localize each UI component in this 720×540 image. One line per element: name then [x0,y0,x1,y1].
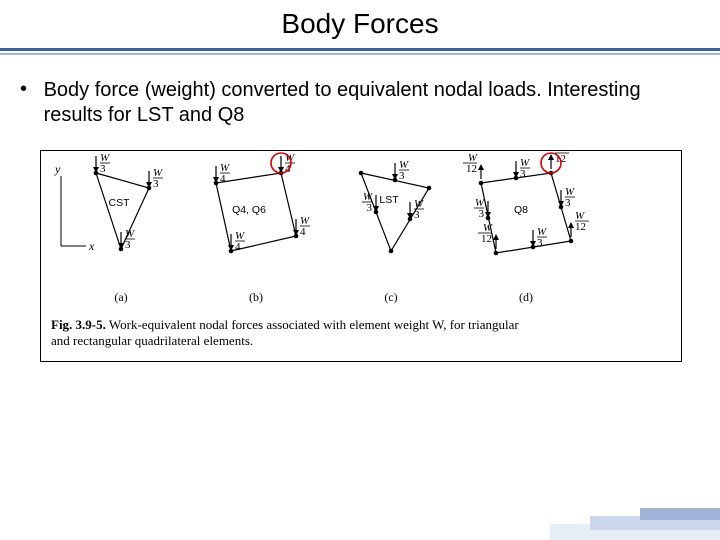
svg-text:Q8: Q8 [514,204,528,216]
svg-text:CST: CST [109,197,131,209]
svg-text:(a): (a) [114,290,127,304]
svg-text:(d): (d) [519,290,533,304]
svg-text:and rectangular quadrilateral: and rectangular quadrilateral elements. [51,333,253,348]
svg-text:3: 3 [565,197,571,209]
panel-a: W3W3W3CST(a) [94,152,163,304]
title-rule-1 [0,48,720,51]
svg-text:4: 4 [235,241,241,253]
svg-text:4: 4 [220,173,226,185]
svg-text:12: 12 [481,233,492,245]
panel-b: W4W4W4W4Q4, Q6(b) [214,152,310,304]
bullet-item: • Body force (weight) converted to equiv… [20,78,700,128]
svg-text:x: x [88,239,95,253]
svg-text:3: 3 [479,208,485,220]
panel-d: W12W12W12W12W3W3W3W3Q8(d) [463,151,589,304]
slide-title: Body Forces [0,8,720,40]
svg-text:(b): (b) [249,290,263,304]
svg-text:Fig. 3.9-5. Work-equivalent no: Fig. 3.9-5. Work-equivalent nodal forces… [51,317,519,332]
svg-text:3: 3 [153,178,159,190]
svg-text:3: 3 [125,239,131,251]
svg-text:3: 3 [414,209,420,221]
slide: Body Forces • Body force (weight) conver… [0,0,720,540]
footer-accent-svg [550,506,720,540]
svg-text:3: 3 [100,163,106,175]
svg-text:3: 3 [367,202,373,214]
title-rule-2 [0,53,720,55]
figure-box: yxW3W3W3CST(a)W4W4W4W4Q4, Q6(b)W3W3W3LST… [40,150,682,362]
svg-text:(c): (c) [384,290,397,304]
svg-text:3: 3 [537,237,543,249]
bullet-text: Body force (weight) converted to equival… [44,78,684,128]
svg-text:12: 12 [575,221,586,233]
figure-svg: yxW3W3W3CST(a)W4W4W4W4Q4, Q6(b)W3W3W3LST… [41,151,679,359]
panel-c: W3W3W3LST(c) [359,159,432,304]
svg-text:LST: LST [379,194,399,206]
svg-text:3: 3 [399,170,405,182]
bullet-marker: • [20,78,38,101]
svg-text:3: 3 [520,168,526,180]
svg-text:12: 12 [466,163,477,175]
svg-text:Q4, Q6: Q4, Q6 [232,204,266,216]
svg-text:4: 4 [300,226,306,238]
svg-text:y: y [54,162,61,176]
footer-accent [550,506,720,540]
